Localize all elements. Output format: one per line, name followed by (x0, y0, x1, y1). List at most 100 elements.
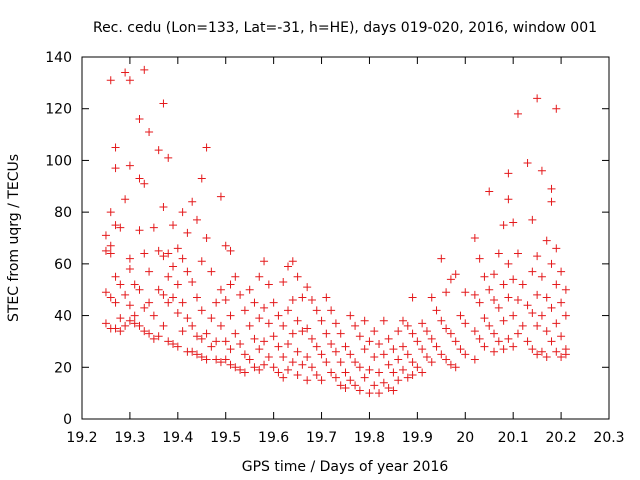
data-point (547, 197, 556, 206)
y-tick-label: 0 (63, 412, 72, 428)
data-point (240, 350, 249, 359)
data-point (279, 321, 288, 330)
data-point (159, 290, 168, 299)
data-point (346, 350, 355, 359)
data-point (121, 290, 130, 299)
data-point (121, 68, 130, 77)
data-point (192, 293, 201, 302)
data-point (188, 277, 197, 286)
data-point (274, 311, 283, 320)
x-tick-label: 19.3 (114, 430, 145, 446)
data-point (561, 311, 570, 320)
data-point (298, 327, 307, 336)
data-point (403, 321, 412, 330)
data-point (422, 352, 431, 361)
data-point (533, 350, 542, 359)
data-point (173, 308, 182, 317)
data-point (303, 324, 312, 333)
data-point (130, 280, 139, 289)
data-point (169, 293, 178, 302)
data-point (245, 355, 254, 364)
data-point (288, 358, 297, 367)
data-point (111, 221, 120, 230)
data-point (145, 267, 154, 276)
data-point (260, 303, 269, 312)
data-point (116, 280, 125, 289)
data-point (207, 267, 216, 276)
data-point (293, 272, 302, 281)
data-point (557, 298, 566, 307)
data-point (197, 334, 206, 343)
x-tick-label: 19.8 (354, 430, 385, 446)
data-point (216, 285, 225, 294)
data-point (537, 311, 546, 320)
data-point (542, 236, 551, 245)
data-point (106, 76, 115, 85)
data-point (106, 241, 115, 250)
data-point (250, 334, 259, 343)
data-point (427, 293, 436, 302)
data-point (269, 363, 278, 372)
data-point (207, 342, 216, 351)
data-point (111, 298, 120, 307)
data-point (331, 319, 340, 328)
data-point (226, 360, 235, 369)
data-point (437, 254, 446, 263)
data-point (140, 327, 149, 336)
data-point (446, 329, 455, 338)
data-point (346, 311, 355, 320)
data-point (446, 360, 455, 369)
data-point (504, 334, 513, 343)
data-point (274, 368, 283, 377)
data-point (188, 321, 197, 330)
data-point (394, 355, 403, 364)
data-point (111, 143, 120, 152)
data-point (509, 275, 518, 284)
data-point (221, 241, 230, 250)
data-point (547, 337, 556, 346)
data-point (504, 195, 513, 204)
data-point (408, 358, 417, 367)
data-point (312, 306, 321, 315)
data-point (250, 298, 259, 307)
data-point (269, 298, 278, 307)
data-point (183, 314, 192, 323)
x-tick-label: 20.3 (593, 430, 624, 446)
data-point (518, 321, 527, 330)
data-point (125, 254, 134, 263)
data-point (490, 296, 499, 305)
data-point (145, 298, 154, 307)
data-point (212, 337, 221, 346)
data-point (561, 285, 570, 294)
axes: 19.2 19.3 19.4 19.5 19.6 19.7 19.8 19.9 20 20.1 20… (45, 50, 624, 446)
data-point (149, 334, 158, 343)
data-point (221, 337, 230, 346)
data-point (389, 386, 398, 395)
data-point (418, 319, 427, 328)
data-point (101, 231, 110, 240)
data-point (418, 368, 427, 377)
data-point (216, 192, 225, 201)
data-point (125, 265, 134, 274)
data-point (125, 301, 134, 310)
data-point (192, 332, 201, 341)
data-point (216, 321, 225, 330)
data-point (255, 345, 264, 354)
data-point (212, 298, 221, 307)
data-point (528, 267, 537, 276)
data-point (264, 280, 273, 289)
data-point (149, 311, 158, 320)
data-point (279, 373, 288, 382)
y-tick-label: 60 (54, 257, 72, 273)
x-tick-label: 19.6 (258, 430, 289, 446)
data-point (379, 378, 388, 387)
data-point (140, 65, 149, 74)
data-point (178, 327, 187, 336)
data-point (542, 293, 551, 302)
data-point (490, 270, 499, 279)
data-point (437, 350, 446, 359)
data-point (504, 293, 513, 302)
data-point (379, 316, 388, 325)
data-point (192, 215, 201, 224)
data-point (533, 290, 542, 299)
